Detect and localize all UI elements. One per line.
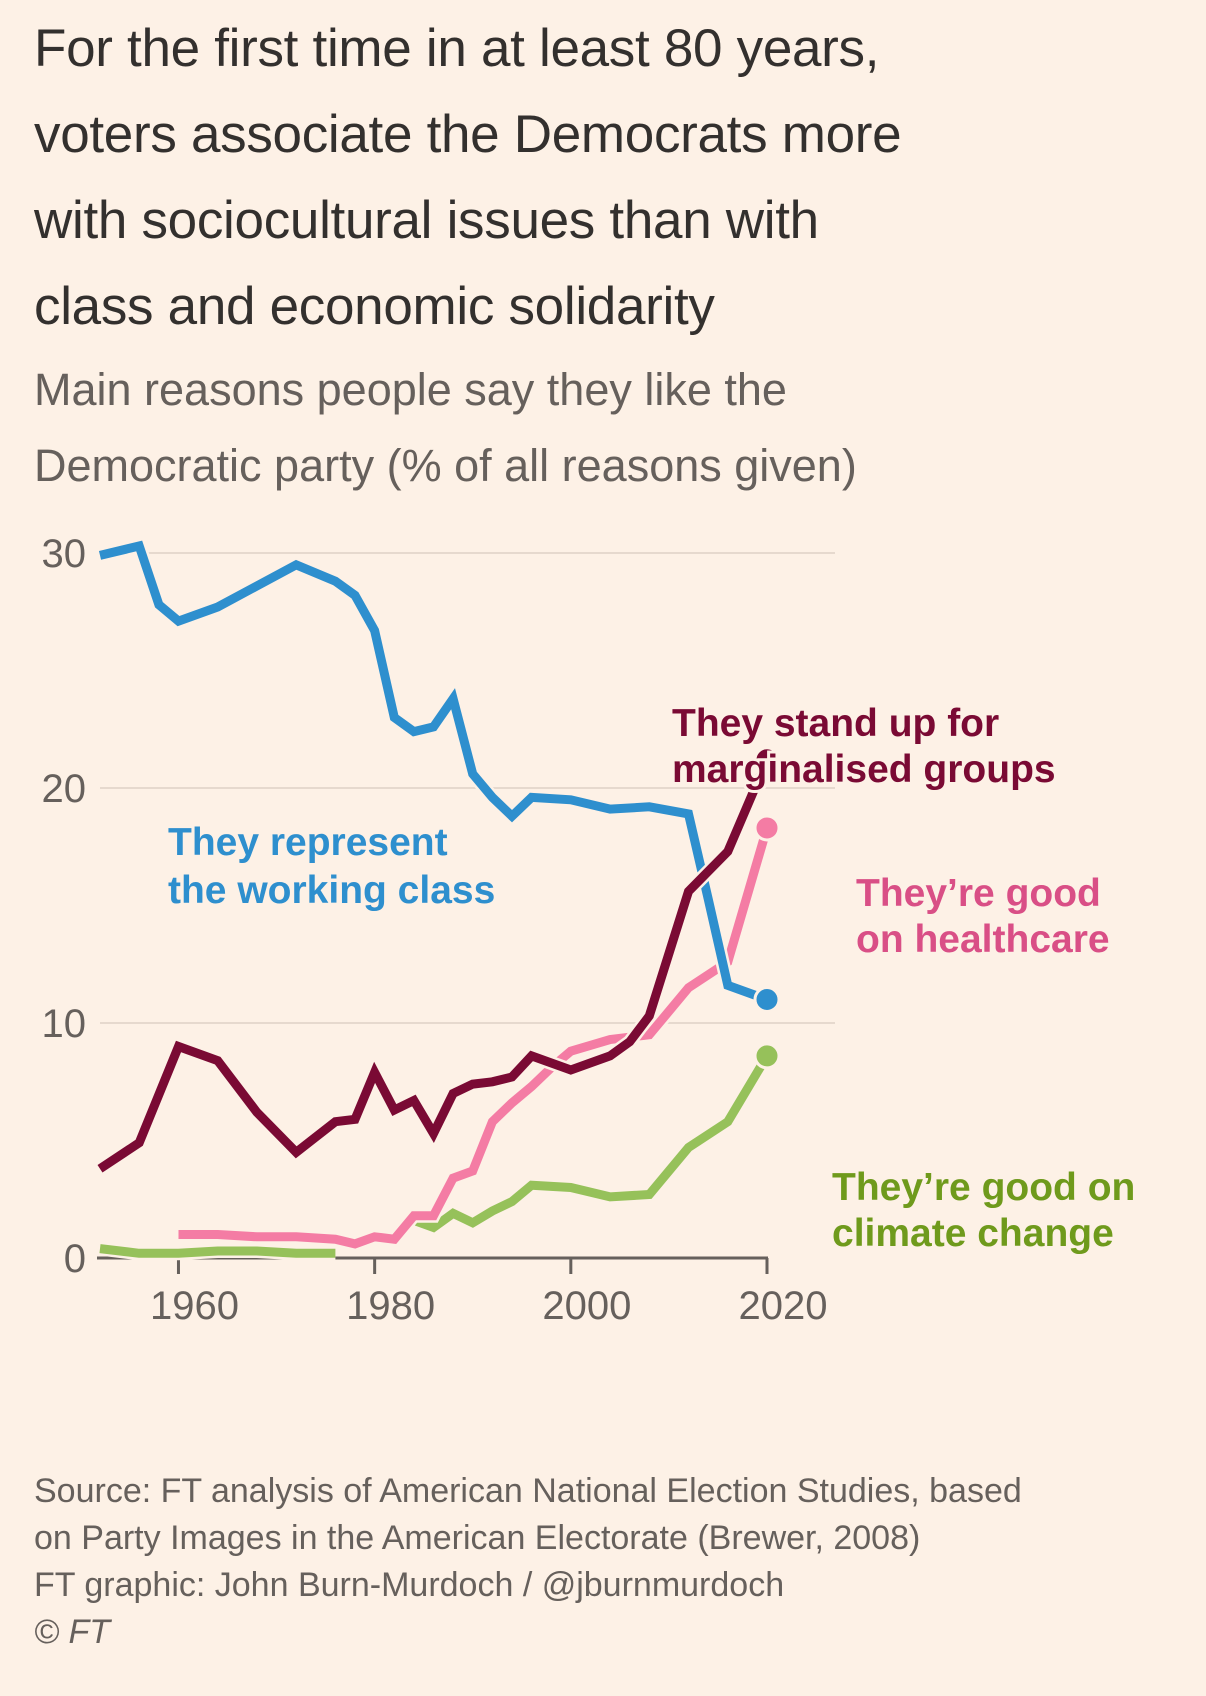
y-tick-label: 20 (42, 767, 87, 811)
series-working-class-end-marker (753, 986, 781, 1013)
chart-title-line: with sociocultural issues than with (34, 191, 819, 250)
annotation-healthcare: They’re good (856, 872, 1101, 915)
x-tick-label: 1960 (150, 1284, 239, 1328)
y-axis-labels: 0 10 20 30 (42, 532, 87, 1281)
annotation-marginalised-groups: They stand up for (672, 702, 999, 745)
series-climate-change-line (412, 1053, 771, 1233)
chart-subtitle: Main reasons people say they like the De… (34, 352, 1184, 504)
copyright-text: © FT (34, 1613, 111, 1651)
series-healthcare-end-marker (753, 814, 781, 842)
x-tick-label: 2000 (542, 1284, 631, 1328)
series-climate-change-end-marker (753, 1042, 781, 1070)
series-marginalised-groups-end-marker (753, 746, 781, 774)
chart-title-line: For the first time in at least 80 years, (34, 19, 880, 78)
annotation-marginalised-groups: marginalised groups (672, 748, 1056, 791)
source-note: Source: FT analysis of American National… (34, 1468, 1204, 1656)
annotation-working-class: the working class (168, 869, 495, 912)
source-line: Source: FT analysis of American National… (34, 1472, 1022, 1510)
series-marginalised-groups-line (97, 758, 772, 1173)
chart-subtitle-line: Main reasons people say they like the (34, 364, 787, 415)
y-tick-label: 30 (42, 532, 87, 576)
series-annotations: They represent the working class They stan… (165, 699, 1138, 1258)
source-line: on Party Images in the American Electora… (34, 1519, 921, 1557)
chart-title-line: voters associate the Democrats more (34, 105, 902, 164)
annotation-working-class: They represent (168, 821, 448, 864)
gridlines (100, 552, 835, 1024)
x-tick-label: 1980 (346, 1284, 435, 1328)
y-tick-label: 10 (42, 1002, 87, 1046)
annotation-healthcare: on healthcare (856, 918, 1110, 961)
series-lines (96, 537, 781, 1261)
chart-subtitle-line: Democratic party (% of all reasons given… (34, 440, 857, 491)
x-axis-labels: 1960 1980 2000 2020 (150, 1284, 828, 1328)
x-axis (97, 1256, 769, 1274)
chart-title-line: class and economic solidarity (34, 277, 715, 336)
credit-line: FT graphic: John Burn-Murdoch / @jburnmu… (34, 1566, 785, 1604)
copyright: © FT (34, 1609, 1204, 1656)
series-climate-change-line (99, 1244, 336, 1258)
line-chart: 0 10 20 30 1960 1980 2000 2020 They represent t… (41, 532, 1138, 1328)
annotation-climate-change: climate change (832, 1212, 1114, 1255)
y-tick-label: 0 (64, 1237, 86, 1281)
x-tick-label: 2020 (739, 1284, 828, 1328)
chart-title: For the first time in at least 80 years,… (34, 6, 1184, 350)
series-working-class-line (98, 540, 769, 1004)
annotation-climate-change: They’re good on (832, 1166, 1135, 1209)
